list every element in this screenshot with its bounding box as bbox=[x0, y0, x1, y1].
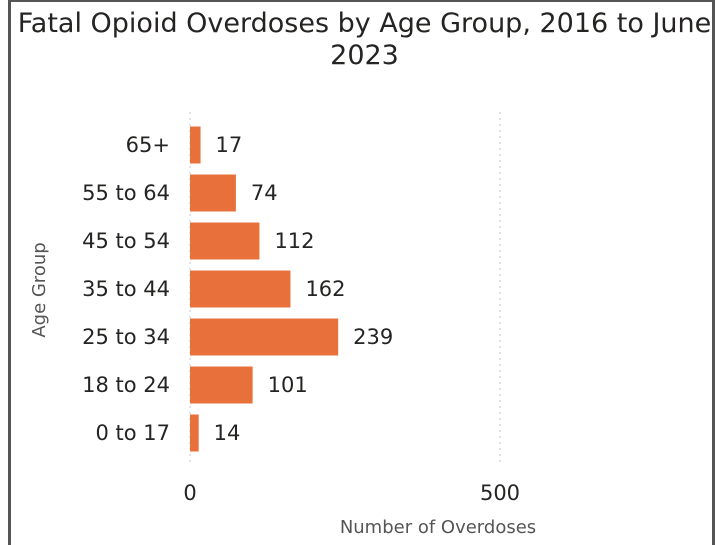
visual-border-left bbox=[8, 0, 11, 545]
category-label: 35 to 44 bbox=[82, 277, 170, 301]
data-label: 112 bbox=[274, 229, 314, 253]
data-labels: 17 74 112 162 239 101 14 bbox=[214, 133, 394, 445]
category-label: 55 to 64 bbox=[82, 181, 170, 205]
category-labels: 65+ 55 to 64 45 to 54 35 to 44 25 to 34 18 to… bbox=[82, 133, 170, 445]
visual-border-right bbox=[712, 0, 715, 545]
category-label: 45 to 54 bbox=[82, 229, 170, 253]
category-label: 25 to 34 bbox=[82, 325, 170, 349]
data-label: 239 bbox=[353, 325, 393, 349]
category-label: 0 to 17 bbox=[95, 421, 170, 445]
chart-visual[interactable] bbox=[11, 2, 712, 545]
bar bbox=[190, 126, 201, 164]
y-axis-title: Age Group bbox=[29, 242, 50, 337]
data-label: 162 bbox=[305, 277, 345, 301]
bar bbox=[190, 222, 260, 260]
bar bbox=[190, 270, 291, 308]
category-label: 18 to 24 bbox=[82, 373, 170, 397]
chart-title: Fatal Opioid Overdoses by Age Group, 201… bbox=[17, 8, 712, 71]
data-label: 17 bbox=[216, 133, 243, 157]
bar bbox=[190, 174, 236, 212]
data-label: 14 bbox=[214, 421, 241, 445]
data-label: 101 bbox=[268, 373, 308, 397]
data-label: 74 bbox=[251, 181, 278, 205]
bar bbox=[190, 414, 199, 452]
bar bbox=[190, 366, 253, 404]
gridlines bbox=[189, 112, 501, 465]
x-tick-label: 500 bbox=[480, 481, 520, 505]
x-axis-ticks: 0 500 bbox=[183, 481, 520, 505]
x-tick-label: 0 bbox=[183, 481, 196, 505]
visual-border-top bbox=[8, 0, 715, 2]
bar bbox=[190, 318, 339, 356]
bars bbox=[190, 126, 339, 452]
x-axis-title: Number of Overdoses bbox=[340, 517, 536, 538]
category-label: 65+ bbox=[126, 133, 170, 157]
